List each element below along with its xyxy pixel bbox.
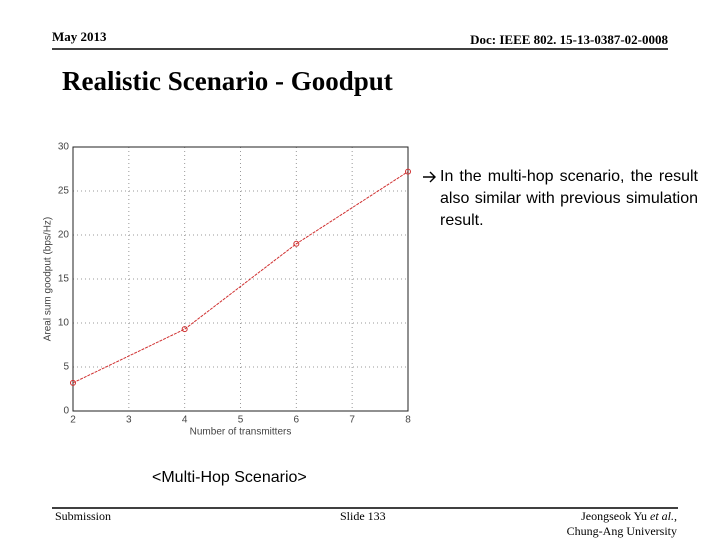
x-axis-label: Number of transmitters: [190, 427, 292, 438]
x-tick-label: 5: [238, 415, 244, 426]
y-tick-label: 5: [63, 362, 69, 373]
footer-author: Jeongseok Yu et al.,: [581, 509, 677, 523]
x-tick-label: 3: [126, 415, 132, 426]
y-tick-label: 30: [58, 142, 70, 153]
x-tick-label: 7: [349, 415, 355, 426]
y-axis-label: Areal sum goodput (bps/Hz): [43, 217, 54, 342]
x-tick-label: 6: [294, 415, 300, 426]
y-tick-label: 0: [63, 406, 69, 417]
et-al: et al.,: [650, 509, 677, 523]
slide-title: Realistic Scenario - Goodput: [62, 66, 393, 96]
y-tick-label: 15: [58, 274, 70, 285]
y-tick-label: 25: [58, 186, 70, 197]
footer-affiliation: Chung-Ang University: [567, 524, 677, 538]
caption: <Multi-Hop Scenario>: [152, 469, 307, 486]
data-point: [293, 240, 300, 247]
footer-center: Slide 133: [340, 509, 386, 523]
data-point: [405, 168, 411, 175]
bullet-text: In the multi-hop scenario, the result al…: [440, 168, 698, 229]
y-tick-label: 10: [58, 318, 70, 329]
y-tick-label: 20: [58, 230, 70, 241]
data-point: [181, 326, 188, 333]
data-point: [70, 379, 76, 386]
plot-frame: [72, 146, 409, 412]
x-tick-label: 8: [405, 415, 411, 426]
header-doc: Doc: IEEE 802. 15-13-0387-02-0008: [470, 32, 668, 47]
x-tick-label: 4: [182, 415, 188, 426]
data-line: [72, 171, 409, 384]
footer-left: Submission: [55, 509, 111, 523]
header-date: May 2013: [52, 29, 107, 44]
bullet-arrow: [423, 171, 436, 183]
x-tick-label: 2: [70, 415, 76, 426]
author: Jeongseok Yu: [581, 509, 647, 523]
